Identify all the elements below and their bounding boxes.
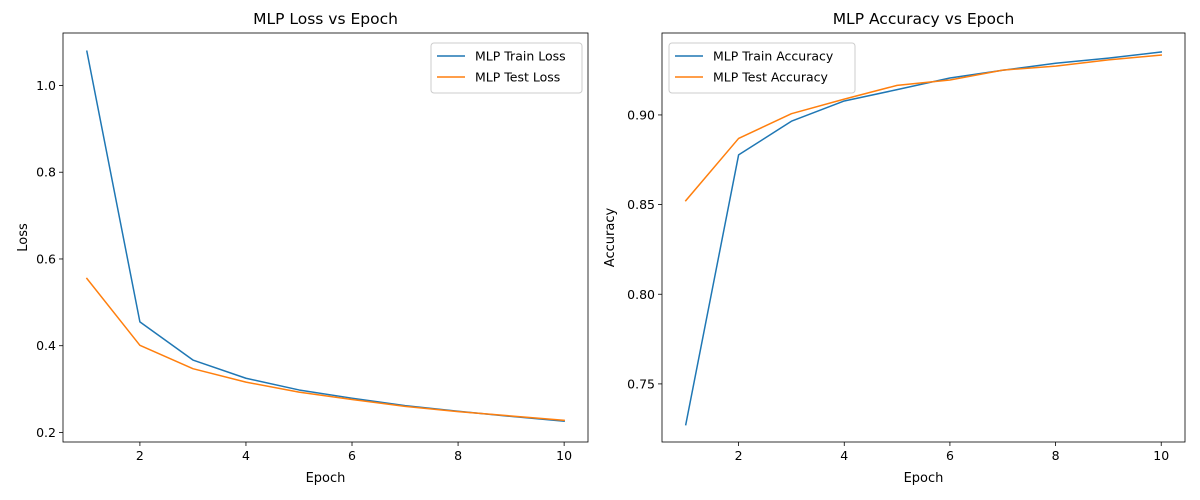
accuracy-y-tick-label: 0.90 bbox=[627, 107, 655, 122]
loss-y-tick-label: 0.4 bbox=[36, 338, 56, 353]
loss-x-tick-label: 4 bbox=[242, 448, 250, 463]
loss-legend-box bbox=[430, 42, 583, 94]
loss-legend: MLP Train Loss MLP Test Loss bbox=[430, 42, 583, 94]
loss-legend-label: MLP Test Loss bbox=[475, 70, 560, 85]
accuracy-x-axis-label: Epoch bbox=[904, 471, 944, 486]
loss-x-tick-label: 6 bbox=[348, 448, 356, 463]
loss-y-tick-label: 1.0 bbox=[36, 78, 56, 93]
accuracy-x-tick-label: 2 bbox=[735, 448, 743, 463]
loss-axes-frame bbox=[62, 32, 589, 443]
accuracy-x-tick-label: 8 bbox=[1052, 448, 1060, 463]
accuracy-x-tick-label: 6 bbox=[946, 448, 954, 463]
accuracy-series-line-1 bbox=[684, 54, 1163, 202]
loss-x-tick-label: 10 bbox=[556, 448, 572, 463]
loss-y-tick-label: 0.6 bbox=[36, 251, 56, 266]
accuracy-legend: MLP Train Accuracy MLP Test Accuracy bbox=[668, 42, 856, 94]
loss-x-axis-label: Epoch bbox=[306, 471, 346, 486]
accuracy-legend-box bbox=[668, 42, 856, 94]
accuracy-chart: MLP Accuracy vs Epoch 2 4 6 8 10 0.75 0.80 0.85 0… bbox=[603, 10, 1186, 486]
loss-x-tick-label: 8 bbox=[454, 448, 462, 463]
accuracy-x-tick-label: 4 bbox=[840, 448, 848, 463]
accuracy-legend-label: MLP Test Accuracy bbox=[713, 70, 829, 85]
loss-chart-title: MLP Loss vs Epoch bbox=[253, 10, 398, 28]
loss-series-line-1 bbox=[85, 277, 565, 422]
accuracy-legend-label: MLP Train Accuracy bbox=[713, 49, 834, 64]
loss-y-tick-label: 0.2 bbox=[36, 425, 56, 440]
loss-y-axis-label: Loss bbox=[16, 223, 31, 252]
accuracy-series-line-0 bbox=[684, 51, 1163, 426]
accuracy-x-tick-label: 10 bbox=[1153, 448, 1169, 463]
loss-legend-label: MLP Train Loss bbox=[475, 49, 566, 64]
loss-y-tick-label: 0.8 bbox=[36, 165, 56, 180]
loss-chart: MLP Loss vs Epoch 2 4 6 8 10 0.2 0.4 0.6 0.8 1.0 Ep… bbox=[16, 10, 589, 486]
accuracy-y-tick-label: 0.85 bbox=[627, 197, 655, 212]
accuracy-y-tick-label: 0.80 bbox=[627, 287, 655, 302]
accuracy-y-tick-label: 0.75 bbox=[627, 376, 655, 391]
loss-x-tick-label: 2 bbox=[136, 448, 144, 463]
loss-series-line-0 bbox=[85, 50, 565, 422]
accuracy-chart-title: MLP Accuracy vs Epoch bbox=[833, 10, 1015, 28]
accuracy-y-axis-label: Accuracy bbox=[603, 208, 618, 268]
accuracy-axes-frame bbox=[661, 32, 1186, 443]
